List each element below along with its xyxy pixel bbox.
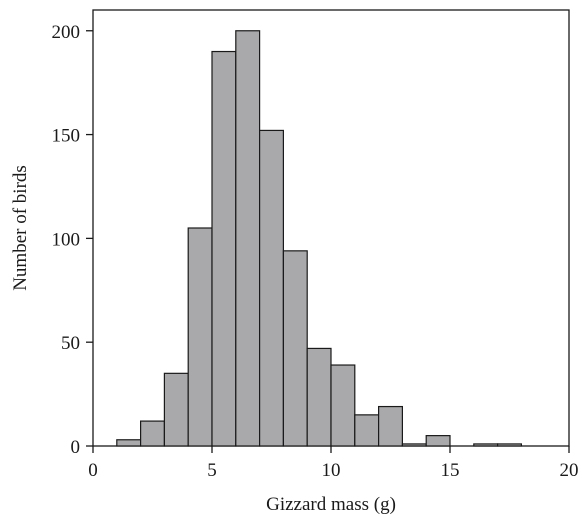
histogram-bar (473, 443, 499, 447)
y-tick-label: 50 (61, 333, 80, 354)
x-axis-ticks: 0 5 10 15 20 (88, 446, 579, 481)
histogram-bar (497, 443, 523, 447)
histogram-bar (211, 50, 237, 447)
x-axis-label: Gizzard mass (g) (266, 494, 396, 515)
x-tick-label: 15 (441, 460, 460, 481)
histogram-bar (163, 372, 189, 447)
y-axis-ticks: 0 50 100 150 200 (52, 22, 93, 458)
histogram-bar (116, 439, 142, 447)
histogram-bar (378, 405, 404, 447)
y-tick-label: 200 (52, 22, 81, 43)
histogram-bar (187, 227, 213, 447)
histogram-bar (330, 364, 356, 447)
x-tick-label: 0 (88, 460, 98, 481)
y-tick-label: 150 (52, 126, 81, 147)
x-tick-label: 20 (560, 460, 579, 481)
histogram-bar (401, 443, 427, 447)
y-tick-label: 0 (71, 437, 81, 458)
histogram-bar (282, 250, 308, 447)
histogram-bar (354, 414, 380, 447)
histogram-bar (306, 347, 332, 447)
x-tick-label: 5 (207, 460, 217, 481)
y-axis-label: Number of birds (10, 165, 31, 291)
histogram-bar (140, 420, 166, 447)
histogram-bar (259, 129, 285, 447)
histogram-bar (235, 30, 261, 447)
x-tick-label: 10 (322, 460, 341, 481)
y-tick-label: 100 (52, 229, 81, 250)
histogram-bar (425, 435, 451, 447)
bars-group (116, 30, 523, 447)
